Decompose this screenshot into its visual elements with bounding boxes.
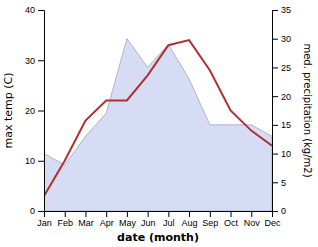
tick: 25 (272, 63, 291, 73)
tick: May (119, 211, 137, 228)
area (44, 39, 272, 211)
tick-label: Oct (224, 218, 239, 228)
y2-axis: 0 5 10 15 20 25 30 35 (272, 5, 291, 216)
tick-mark (272, 96, 278, 97)
tick-mark (272, 39, 278, 40)
tick-mark (272, 154, 278, 155)
tick-mark (272, 10, 278, 11)
tick-label: May (119, 218, 137, 228)
tick: Aug (182, 211, 198, 228)
tick: Jun (141, 211, 156, 228)
tick: 30 (25, 56, 44, 66)
tick-mark (210, 211, 211, 217)
y2-axis-title: med. precipitation (kg/m2) (302, 43, 313, 177)
tick-label: 20 (25, 106, 35, 116)
tick: Nov (244, 211, 261, 228)
x-axis: Jan Feb Mar Apr May Jun Jul Aug Sep Oct NovDec (37, 211, 281, 228)
tick-label: 10 (281, 149, 291, 159)
tick-label: Dec (264, 218, 281, 228)
tick-mark (272, 67, 278, 68)
tick: Apr (100, 211, 114, 228)
tick-label: Jan (37, 218, 52, 228)
x-axis-title: date (month) (117, 231, 199, 244)
tick: 15 (272, 120, 291, 130)
tick-mark (231, 211, 232, 217)
tick: 5 (272, 178, 286, 188)
tick: 40 (25, 5, 44, 15)
tick-label: 0 (281, 206, 286, 216)
tick-mark (38, 161, 44, 162)
tick-label: Aug (182, 218, 198, 228)
tick-mark (38, 211, 44, 212)
tick: 0 (30, 206, 44, 216)
tick: Sep (202, 211, 218, 228)
tick: 35 (272, 5, 291, 15)
tick-label: 35 (281, 5, 291, 15)
tick-label: 20 (281, 92, 291, 102)
tick-mark (38, 60, 44, 61)
y-axis: 0 10 20 30 40 (25, 5, 45, 216)
tick: 0 (272, 206, 286, 216)
tick: 10 (272, 149, 291, 159)
tick: 20 (25, 106, 44, 116)
tick-mark (38, 111, 44, 112)
tick-mark (148, 211, 149, 217)
axis-line (38, 11, 45, 212)
tick: 20 (272, 92, 291, 102)
tick: Jan (37, 211, 52, 228)
tick: 10 (25, 156, 44, 166)
y-axis-title: max temp (C) (2, 72, 15, 148)
tick-label: 15 (281, 120, 291, 130)
tick-label: Sep (202, 218, 218, 228)
tick-label: 40 (25, 5, 35, 15)
tick-label: Nov (244, 218, 261, 228)
tick-label: Apr (100, 218, 114, 228)
tick: Feb (57, 211, 73, 228)
tick: Jul (163, 211, 175, 228)
tick-mark (168, 211, 169, 217)
tick-mark (38, 10, 44, 11)
tick-label: Mar (78, 218, 94, 228)
tick-mark (85, 211, 86, 217)
tick-mark (251, 211, 252, 217)
tick: 30 (272, 34, 291, 44)
tick-label: 30 (281, 34, 291, 44)
tick: Mar (78, 211, 94, 228)
tick-label: 30 (25, 56, 35, 66)
plot: JanFebMarAprMayJunJulAugSepOctNovDec0102… (25, 5, 291, 228)
tick: Dec (264, 211, 281, 228)
tick-mark (106, 211, 107, 217)
tick-mark (189, 211, 190, 217)
tick-label: Jun (141, 218, 156, 228)
tick-label: 10 (25, 156, 35, 166)
tick-mark (65, 211, 66, 217)
line (44, 40, 272, 196)
tick-mark (127, 211, 128, 217)
tick-label: 25 (281, 63, 291, 73)
tick-mark (272, 182, 278, 183)
tick-mark (272, 125, 278, 126)
chart: JanFebMarAprMayJunJulAugSepOctNovDec0102… (0, 0, 318, 247)
tick-label: 5 (281, 178, 286, 188)
tick: Oct (224, 211, 239, 228)
axis-line (45, 212, 273, 218)
tick-mark (272, 211, 278, 212)
tick-label: Jul (163, 218, 175, 228)
marks (44, 39, 272, 211)
tick-label: Feb (57, 218, 73, 228)
axis-line (273, 11, 279, 212)
tick-label: 0 (30, 206, 35, 216)
